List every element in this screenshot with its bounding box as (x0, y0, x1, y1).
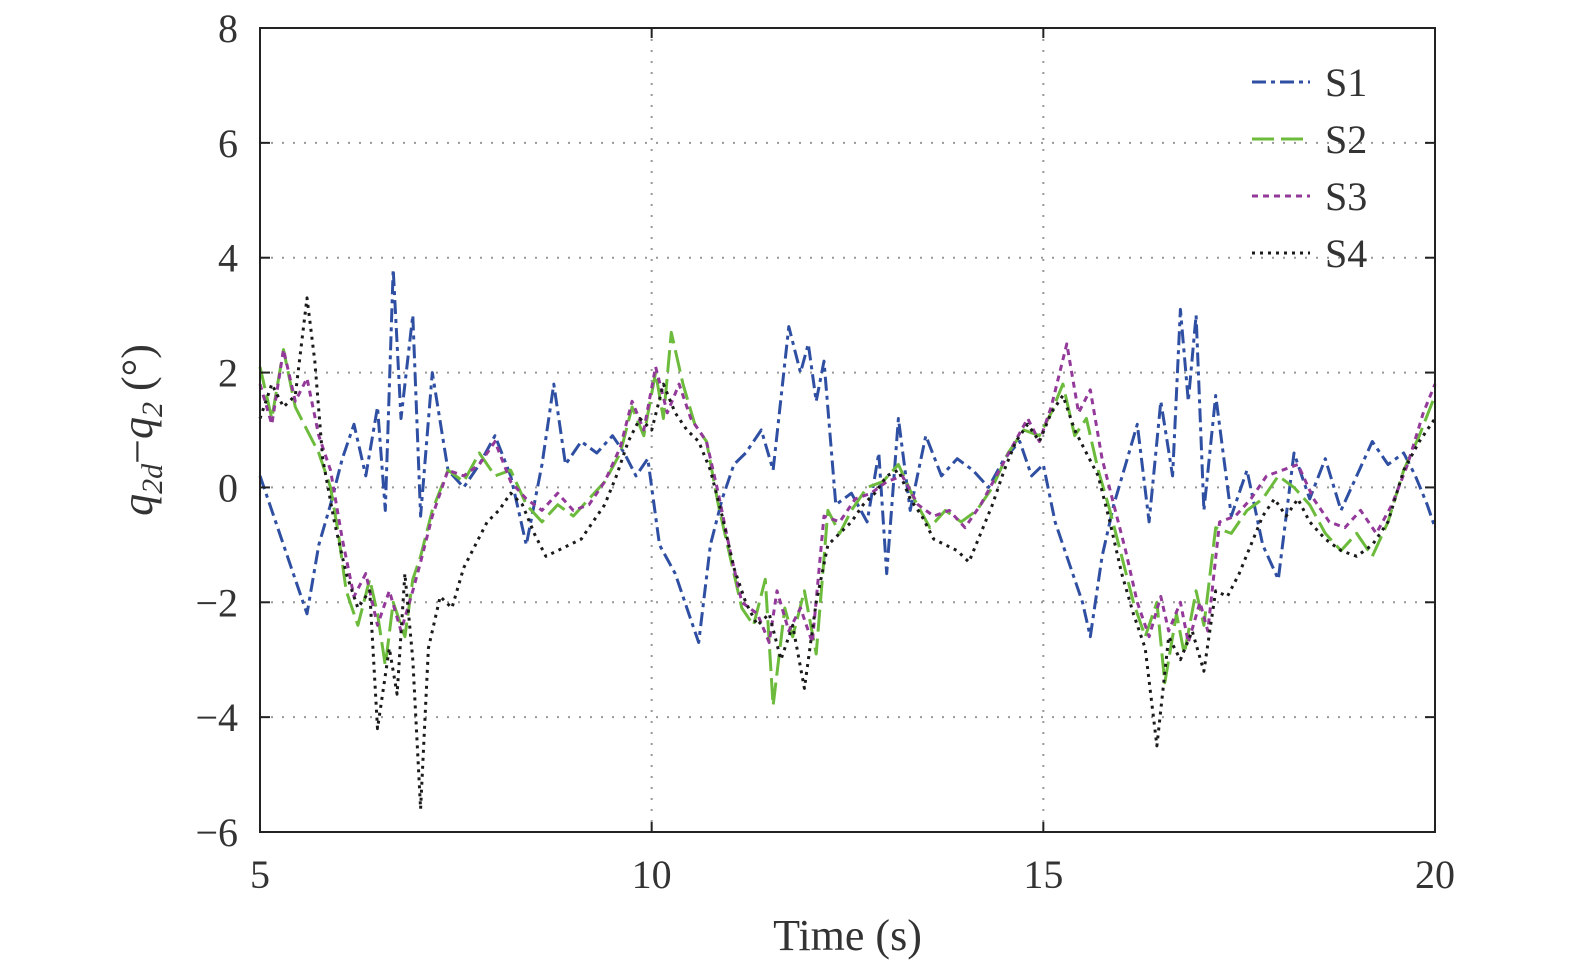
y-axis-title: q2d−q2 (°) (113, 344, 169, 516)
y-axis-title-sub1: 2d (136, 463, 169, 494)
legend-label-s3: S3 (1325, 174, 1367, 219)
y-axis-title-q: q (113, 494, 162, 516)
y-axis-title-q2: q (113, 417, 162, 439)
y-tick-label: 8 (218, 6, 238, 51)
y-tick-label: 2 (218, 351, 238, 396)
y-tick-label: 0 (218, 465, 238, 510)
series-line-s3 (258, 342, 1437, 644)
legend-label-s4: S4 (1325, 231, 1367, 276)
grid-lines (260, 28, 1435, 832)
y-tick-label: −2 (195, 580, 238, 625)
series-line-s2 (258, 330, 1437, 708)
series-line-s4 (258, 296, 1437, 811)
legend: S1 S2 S3 S4 (1252, 60, 1367, 276)
x-tick-label: 15 (1023, 852, 1063, 897)
y-tick-label: 4 (218, 236, 238, 281)
y-axis-title-sub2: 2 (136, 402, 169, 417)
legend-label-s2: S2 (1325, 117, 1367, 162)
y-tick-label: 6 (218, 121, 238, 166)
tick-labels: 5 10 15 20 −6 −4 −2 0 2 4 6 8 (195, 6, 1455, 897)
legend-label-s1: S1 (1325, 60, 1367, 105)
x-tick-label: 5 (250, 852, 270, 897)
series-lines (258, 267, 1437, 811)
x-axis-title: Time (s) (773, 911, 922, 960)
y-axis-title-unit: (°) (113, 344, 162, 402)
y-tick-label: −4 (195, 695, 238, 740)
series-line-s1 (258, 267, 1437, 644)
x-tick-label: 20 (1415, 852, 1455, 897)
y-axis-title-minus: − (113, 439, 162, 464)
plot-frame (259, 27, 1436, 833)
axis-ticks (259, 27, 1436, 833)
x-tick-label: 10 (632, 852, 672, 897)
y-tick-label: −6 (195, 810, 238, 855)
